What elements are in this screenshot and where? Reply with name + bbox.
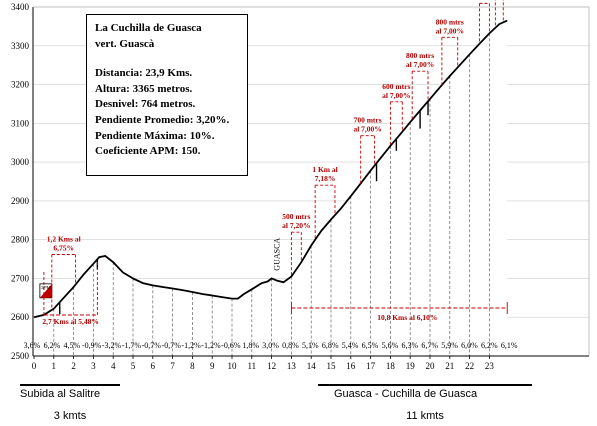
grade-label: -1,7% bbox=[122, 341, 142, 350]
route-subtitle: vert. Guascà bbox=[95, 37, 155, 50]
x-tick-label: 2 bbox=[71, 361, 76, 371]
grade-label: 6,8% bbox=[322, 341, 339, 350]
x-tick-label: 10 bbox=[228, 361, 238, 371]
segment-guasca: Guasca - Cuchilla de Guasca 11 kmts bbox=[318, 384, 532, 422]
segment-salitre: Subida al Salitre 3 kmts bbox=[20, 384, 120, 422]
start-logo-text: 3PM bbox=[41, 285, 51, 290]
grade-label: -0,7% bbox=[142, 341, 162, 350]
y-tick-label: 2800 bbox=[11, 235, 30, 245]
grade-label: 5,1% bbox=[302, 341, 319, 350]
grade-label: 6,5% bbox=[362, 341, 379, 350]
x-tick-label: 9 bbox=[210, 361, 215, 371]
grade-label: 3,0% bbox=[262, 341, 279, 350]
apm-text: Coeficiente APM: 150. bbox=[95, 145, 201, 158]
grade-label: -0,9% bbox=[82, 341, 102, 350]
avg-grade-text: Pendiente Promedio: 3,20%. bbox=[95, 113, 230, 126]
x-tick-label: 18 bbox=[386, 361, 396, 371]
elevation-line bbox=[33, 19, 508, 319]
x-tick-label: 12 bbox=[267, 361, 276, 371]
grade-label: -0,7% bbox=[162, 341, 182, 350]
profile-area bbox=[34, 20, 508, 356]
annotation-label: 2,7 Kms al 5,48% bbox=[42, 317, 98, 326]
route-name: La Cuchilla de Guasca bbox=[95, 22, 202, 34]
grade-label: 5,6% bbox=[382, 341, 399, 350]
grade-label: -3,2% bbox=[102, 341, 122, 350]
x-tick-label: 7 bbox=[170, 361, 175, 371]
x-tick-label: 23 bbox=[485, 361, 495, 371]
x-tick-label: 13 bbox=[287, 361, 297, 371]
x-tick-label: 15 bbox=[327, 361, 337, 371]
x-tick-label: 0 bbox=[32, 361, 37, 371]
annotation-label: 7,18% bbox=[315, 174, 336, 183]
grade-label: 6,0% bbox=[461, 341, 478, 350]
y-tick-label: 3200 bbox=[11, 80, 30, 90]
grade-label: 0,8% bbox=[282, 341, 299, 350]
y-tick-label: 2900 bbox=[11, 196, 30, 206]
annotation-label: al 7,00% bbox=[436, 26, 464, 35]
y-tick-label: 3400 bbox=[11, 2, 30, 12]
annotation-label: al 7,20% bbox=[282, 221, 310, 230]
altitude-text: Altura: 3365 metros. bbox=[95, 82, 193, 95]
annotation-label: 600 mtrs bbox=[382, 82, 410, 91]
annotation-label: 10,8 Kms al 6,10% bbox=[377, 313, 437, 322]
x-tick-label: 19 bbox=[406, 361, 416, 371]
x-tick-label: 14 bbox=[307, 361, 317, 371]
distance-text: Distancia: 23,9 Kms. bbox=[95, 67, 193, 80]
max-grade-text: Pendiente Máxima: 10%. bbox=[95, 129, 215, 142]
segment-guasca-bar bbox=[318, 384, 532, 386]
x-tick-label: 3 bbox=[91, 361, 96, 371]
route-info-box: La Cuchilla de Guasca vert. Guascà Dista… bbox=[86, 14, 248, 176]
grade-label: 5,9% bbox=[441, 341, 458, 350]
x-tick-label: 17 bbox=[366, 361, 376, 371]
annotation-label: 1 Km al bbox=[312, 165, 337, 174]
x-tick-label: 6 bbox=[151, 361, 156, 371]
gain-text: Desnivel: 764 metros. bbox=[95, 98, 196, 111]
grade-label: 3,6% bbox=[24, 341, 41, 350]
y-tick-label: 3000 bbox=[11, 157, 30, 167]
y-tick-label: 3300 bbox=[11, 41, 30, 51]
segment-guasca-title: Guasca - Cuchilla de Guasca bbox=[334, 387, 478, 400]
grade-label: 5,4% bbox=[342, 341, 359, 350]
x-tick-label: 22 bbox=[465, 361, 474, 371]
grade-label: -1,2% bbox=[181, 341, 201, 350]
grade-label: -0,6% bbox=[221, 341, 241, 350]
grade-label: 1,8% bbox=[242, 341, 259, 350]
place-label: GUASCA bbox=[273, 238, 282, 271]
annotation-label: 1,2 Kms al bbox=[47, 234, 81, 243]
annotation-label: 700 mtrs bbox=[354, 116, 382, 125]
segment-guasca-length: 11 kmts bbox=[406, 409, 444, 422]
grade-label: 6,3% bbox=[401, 341, 418, 350]
x-tick-label: 16 bbox=[346, 361, 356, 371]
y-tick-label: 2500 bbox=[11, 351, 30, 361]
grade-label: 6,1% bbox=[501, 341, 518, 350]
segment-salitre-bar bbox=[20, 384, 120, 386]
grade-label: 6,2% bbox=[481, 341, 498, 350]
x-tick-label: 21 bbox=[445, 361, 454, 371]
x-tick-label: 20 bbox=[426, 361, 436, 371]
annotation-label: al 7,00% bbox=[353, 125, 381, 134]
x-tick-label: 5 bbox=[131, 361, 136, 371]
y-tick-label: 2700 bbox=[11, 273, 30, 283]
x-tick-label: 4 bbox=[111, 361, 116, 371]
segment-salitre-length: 3 kmts bbox=[53, 409, 87, 422]
annotation-label: 800 mtrs bbox=[406, 51, 434, 60]
segment-salitre-title: Subida al Salitre bbox=[20, 387, 101, 400]
grade-label: -1,2% bbox=[201, 341, 221, 350]
x-tick-label: 1 bbox=[52, 361, 57, 371]
x-tick-label: 8 bbox=[190, 361, 195, 371]
annotation-label: 800 mtrs bbox=[436, 17, 464, 26]
y-tick-label: 3100 bbox=[11, 118, 30, 128]
grade-label: 4,5% bbox=[63, 341, 80, 350]
start-logo-mark bbox=[39, 283, 52, 298]
annotation-label: 500 mtrs bbox=[282, 212, 310, 221]
grade-label: 6,7% bbox=[421, 341, 438, 350]
annotation-label: 6,75% bbox=[53, 243, 74, 252]
grade-label: 6,2% bbox=[44, 341, 61, 350]
annotation-label: al 7,00% bbox=[382, 91, 410, 100]
y-tick-label: 2600 bbox=[11, 312, 30, 322]
x-tick-label: 11 bbox=[247, 361, 256, 371]
annotation-label: al 7,00% bbox=[406, 60, 434, 69]
